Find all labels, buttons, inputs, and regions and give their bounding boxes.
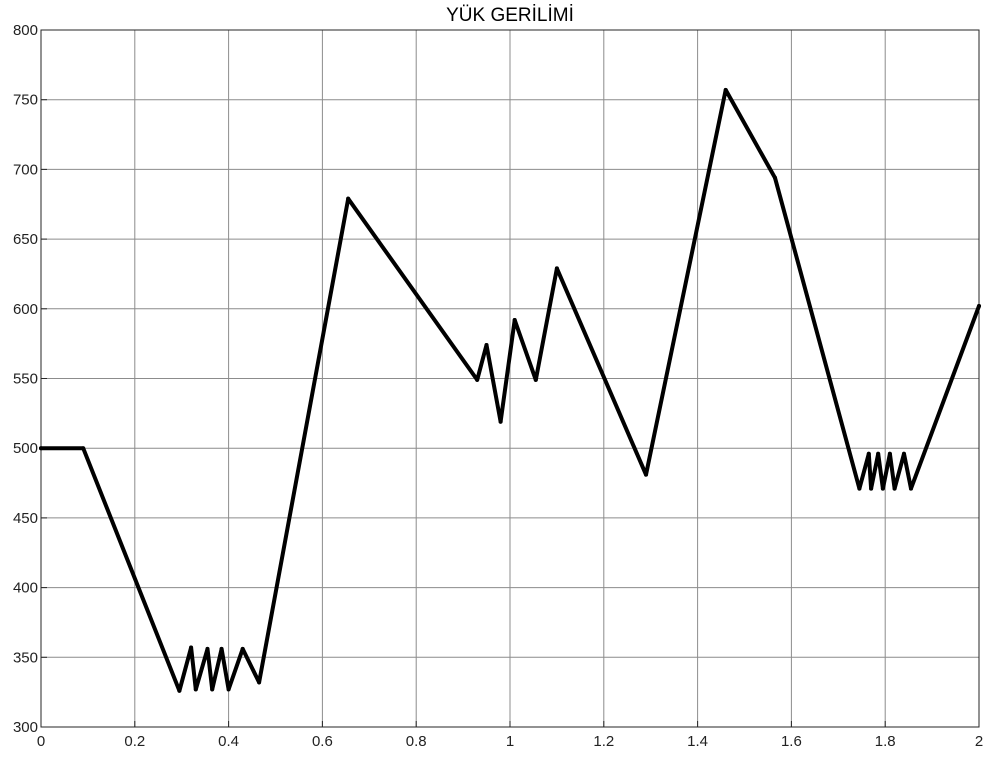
data-point — [210, 687, 215, 692]
data-point — [39, 446, 43, 451]
data-point — [869, 486, 874, 491]
y-tick-label: 700 — [13, 161, 38, 178]
data-point — [475, 377, 480, 382]
data-point — [901, 451, 906, 456]
data-point — [205, 646, 210, 651]
data-point — [533, 377, 538, 382]
x-tick-label: 0.8 — [406, 733, 427, 750]
x-tick-label: 1.8 — [875, 733, 896, 750]
data-point — [977, 304, 981, 309]
y-tick-label: 300 — [13, 719, 38, 736]
y-tick-label: 550 — [13, 371, 38, 388]
data-point — [193, 687, 198, 692]
data-point — [81, 446, 86, 451]
x-tick-label: 0 — [37, 733, 45, 750]
data-point — [257, 680, 262, 685]
y-tick-label: 450 — [13, 510, 38, 527]
data-point — [512, 317, 517, 322]
x-tick-label: 1.2 — [593, 733, 614, 750]
data-point — [887, 451, 892, 456]
data-point — [177, 688, 182, 693]
data-point — [240, 646, 245, 651]
y-tick-label: 500 — [13, 440, 38, 457]
data-point — [723, 87, 728, 92]
data-point — [772, 175, 777, 180]
data-point — [857, 486, 862, 491]
x-tick-label: 1 — [506, 733, 514, 750]
x-tick-label: 2 — [975, 733, 983, 750]
axis-ticks: 0 0.2 0.4 0.6 0.8 1 1.2 1.4 1.6 1.8 2 300 350 400 450 5… — [13, 22, 983, 750]
data-point — [876, 451, 881, 456]
data-point — [226, 687, 231, 692]
y-tick-label: 800 — [13, 22, 38, 39]
data-point — [908, 486, 913, 491]
x-tick-label: 1.6 — [781, 733, 802, 750]
y-tick-label: 600 — [13, 301, 38, 318]
data-point — [892, 486, 897, 491]
y-tick-label: 400 — [13, 580, 38, 597]
x-tick-label: 0.2 — [124, 733, 145, 750]
y-tick-label: 750 — [13, 92, 38, 109]
y-tick-label: 650 — [13, 231, 38, 248]
data-point — [484, 343, 489, 348]
data-point — [644, 472, 649, 477]
x-tick-label: 0.6 — [312, 733, 333, 750]
data-point — [880, 486, 885, 491]
x-tick-label: 0.4 — [218, 733, 239, 750]
series-layer — [39, 87, 981, 693]
data-point — [346, 196, 351, 201]
y-tick-label: 350 — [13, 649, 38, 666]
chart-title: YÜK GERİLİMİ — [446, 5, 574, 26]
data-point — [498, 419, 503, 424]
data-point — [554, 266, 559, 271]
grid-lines — [41, 30, 979, 727]
x-tick-label: 1.4 — [687, 733, 708, 750]
data-point — [189, 645, 194, 650]
data-point — [866, 451, 871, 456]
data-point — [219, 646, 224, 651]
